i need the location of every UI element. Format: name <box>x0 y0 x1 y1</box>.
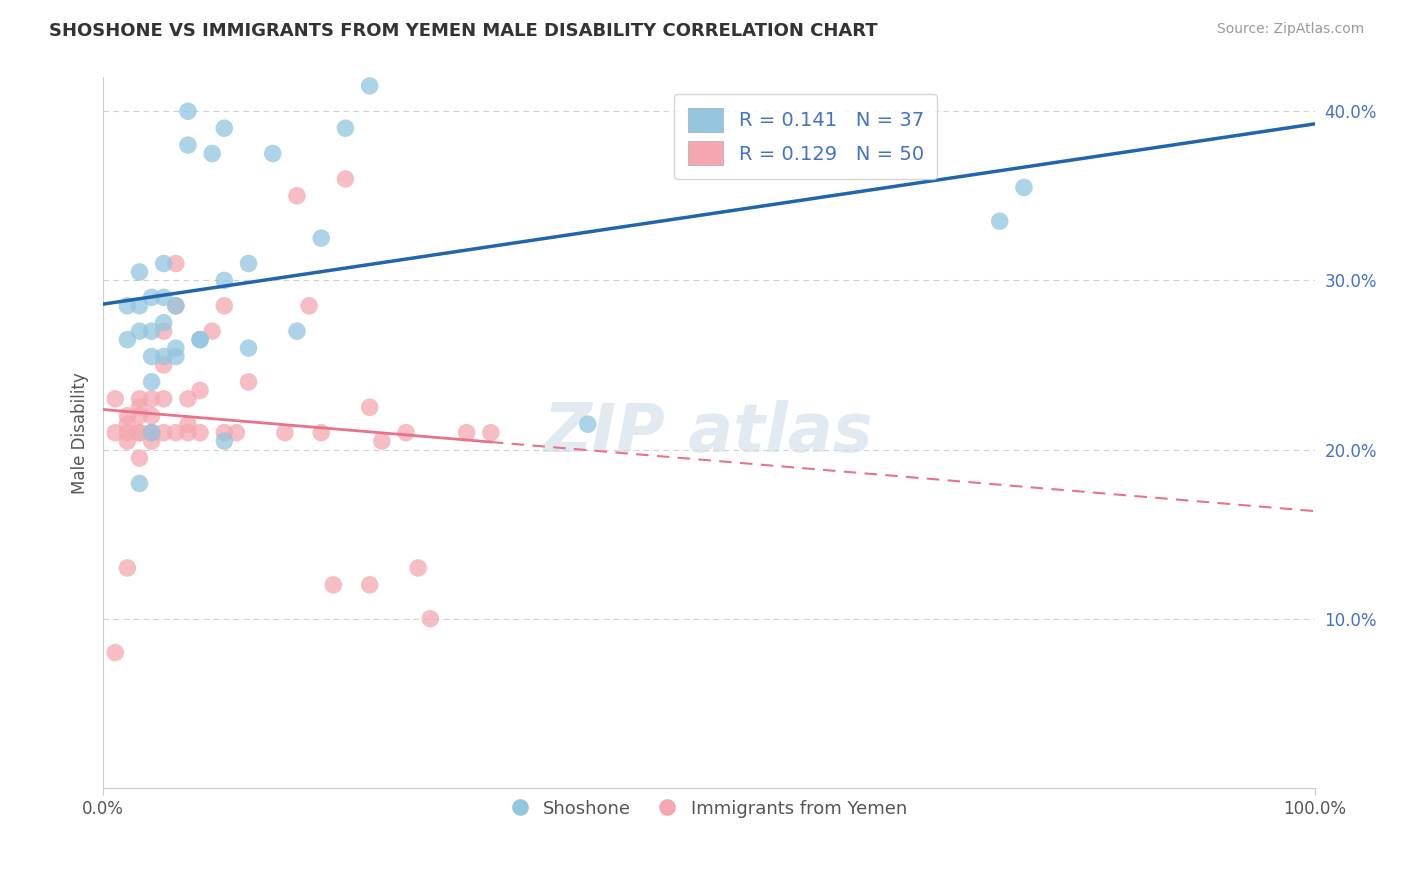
Point <box>285 189 308 203</box>
Point <box>128 324 150 338</box>
Point <box>165 256 187 270</box>
Point <box>576 417 599 432</box>
Point <box>104 392 127 406</box>
Point <box>395 425 418 440</box>
Point <box>188 425 211 440</box>
Point <box>359 578 381 592</box>
Point <box>141 375 163 389</box>
Point <box>152 350 174 364</box>
Point <box>117 417 139 432</box>
Point <box>188 384 211 398</box>
Point <box>117 299 139 313</box>
Point <box>188 333 211 347</box>
Point <box>214 434 236 449</box>
Point <box>165 299 187 313</box>
Point <box>128 450 150 465</box>
Point <box>152 358 174 372</box>
Point <box>128 425 150 440</box>
Point <box>225 425 247 440</box>
Point <box>406 561 429 575</box>
Legend: Shoshone, Immigrants from Yemen: Shoshone, Immigrants from Yemen <box>503 793 914 825</box>
Point <box>346 0 368 8</box>
Point <box>201 146 224 161</box>
Text: Source: ZipAtlas.com: Source: ZipAtlas.com <box>1216 22 1364 37</box>
Point <box>262 146 284 161</box>
Point <box>177 425 200 440</box>
Point <box>104 425 127 440</box>
Point <box>238 341 260 355</box>
Point <box>128 409 150 423</box>
Point <box>371 434 394 449</box>
Point <box>456 425 478 440</box>
Point <box>117 434 139 449</box>
Point <box>141 409 163 423</box>
Point <box>141 392 163 406</box>
Point <box>117 561 139 575</box>
Point <box>165 350 187 364</box>
Point <box>117 425 139 440</box>
Point <box>141 425 163 440</box>
Point <box>274 425 297 440</box>
Point <box>117 333 139 347</box>
Point <box>201 324 224 338</box>
Point <box>128 299 150 313</box>
Point <box>238 375 260 389</box>
Point <box>141 350 163 364</box>
Point <box>165 341 187 355</box>
Point <box>214 121 236 136</box>
Point <box>298 299 321 313</box>
Point <box>177 392 200 406</box>
Point <box>141 434 163 449</box>
Point <box>214 273 236 287</box>
Point <box>152 324 174 338</box>
Point <box>479 425 502 440</box>
Point <box>335 172 357 186</box>
Point <box>177 104 200 119</box>
Point <box>128 476 150 491</box>
Point <box>419 612 441 626</box>
Point <box>165 299 187 313</box>
Point <box>359 401 381 415</box>
Point <box>117 409 139 423</box>
Point <box>988 214 1011 228</box>
Point <box>152 425 174 440</box>
Point <box>309 425 332 440</box>
Point <box>128 401 150 415</box>
Point <box>152 256 174 270</box>
Point <box>188 333 211 347</box>
Point <box>1012 180 1035 194</box>
Point <box>359 78 381 93</box>
Point <box>152 316 174 330</box>
Text: SHOSHONE VS IMMIGRANTS FROM YEMEN MALE DISABILITY CORRELATION CHART: SHOSHONE VS IMMIGRANTS FROM YEMEN MALE D… <box>49 22 877 40</box>
Point <box>322 578 344 592</box>
Point <box>165 425 187 440</box>
Point <box>238 256 260 270</box>
Point <box>128 425 150 440</box>
Point <box>335 121 357 136</box>
Point <box>177 417 200 432</box>
Point <box>141 425 163 440</box>
Point <box>214 425 236 440</box>
Point <box>152 290 174 304</box>
Point <box>141 290 163 304</box>
Point <box>152 392 174 406</box>
Point <box>141 425 163 440</box>
Point <box>128 392 150 406</box>
Point <box>285 324 308 338</box>
Point <box>141 324 163 338</box>
Point <box>214 299 236 313</box>
Point <box>128 265 150 279</box>
Point <box>104 646 127 660</box>
Point <box>177 138 200 153</box>
Y-axis label: Male Disability: Male Disability <box>72 372 89 493</box>
Point <box>309 231 332 245</box>
Text: ZIP atlas: ZIP atlas <box>544 400 873 466</box>
